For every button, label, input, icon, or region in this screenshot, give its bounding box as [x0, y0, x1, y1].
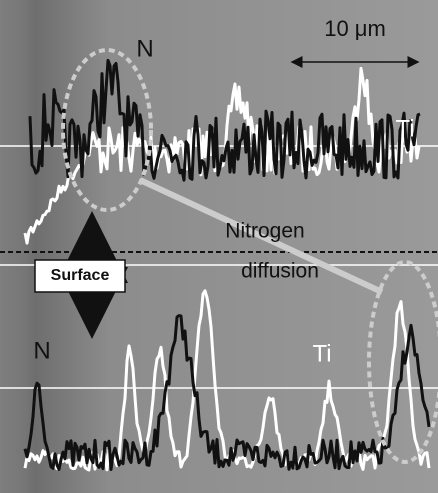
profile-trace — [23, 66, 421, 245]
element-label: Ti — [395, 115, 414, 142]
highlight-ellipse — [367, 260, 438, 464]
profile-trace — [23, 314, 431, 471]
annotation: diffusion — [241, 260, 319, 283]
highlight-ellipse — [61, 48, 153, 212]
diffusion-arrow — [138, 177, 384, 295]
edge-region — [0, 0, 25, 493]
line-profiles — [23, 58, 431, 472]
element-label: Ti — [312, 340, 331, 367]
surface-box — [34, 259, 126, 293]
surface-label: Surface — [51, 267, 110, 284]
profile-trace — [28, 58, 421, 182]
scale-label: 10 μm — [324, 16, 386, 41]
element-label: N — [136, 35, 153, 62]
element-label: N — [33, 337, 50, 364]
annotation: Nitrogen — [225, 220, 304, 243]
